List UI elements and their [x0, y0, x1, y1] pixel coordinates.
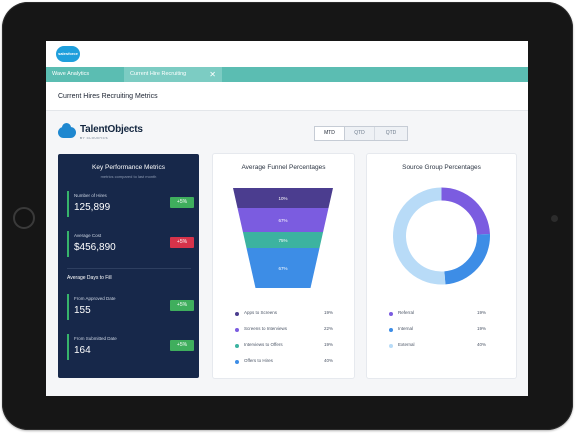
funnel-card: Average Funnel Percentages 10% 67% 75% 67% …: [213, 154, 354, 378]
legend-dot: [235, 327, 239, 332]
donut-slice[interactable]: [441, 187, 490, 235]
metric-number-of-hires: Number of Hires 125,899 +5%: [67, 190, 194, 220]
metric-value: 125,899: [74, 202, 111, 213]
tab-label: Current Hire Recruiting: [130, 71, 187, 77]
legend-dot: [235, 311, 239, 316]
metric-indicator: [67, 231, 69, 257]
top-bar: salesforce: [46, 41, 528, 67]
metric-label: Average Cost: [74, 233, 102, 238]
period-qtd-button[interactable]: QTD: [345, 127, 375, 140]
kpi-panel: Key Performance Metrics metrics compared…: [58, 154, 199, 378]
metric-label: Number of Hires: [74, 193, 107, 198]
metric-value: 164: [74, 345, 91, 356]
funnel-title: Average Funnel Percentages: [241, 164, 326, 171]
funnel-segment-label: 10%: [278, 196, 287, 201]
funnel-segment-label: 67%: [278, 218, 287, 223]
legend-item[interactable]: Screens to Interviews 22%: [213, 326, 354, 334]
kpi-title: Key Performance Metrics: [92, 164, 165, 171]
legend-label: External: [398, 342, 415, 347]
change-badge: +5%: [170, 237, 194, 248]
page-title: Current Hires Recruiting Metrics: [58, 93, 158, 100]
legend-item[interactable]: External 40%: [367, 342, 516, 350]
legend-label: Apps to Screens: [244, 310, 278, 315]
change-badge: +5%: [170, 340, 194, 351]
metric-from-submitted-date: From Submitted Date 164 +5%: [67, 333, 194, 363]
logo-text: salesforce: [58, 51, 78, 56]
metric-label: From Submitted Date: [74, 336, 117, 341]
page-header: Current Hires Recruiting Metrics: [46, 82, 528, 111]
donut-slice[interactable]: [393, 187, 446, 285]
metric-indicator: [67, 294, 69, 320]
legend-label: Referral: [398, 310, 415, 315]
brand-name: TalentObjects: [80, 124, 143, 135]
funnel-segment[interactable]: [242, 232, 324, 248]
period-toggle: MTD QTD QTD: [314, 126, 408, 141]
legend-value: 40%: [477, 342, 487, 347]
change-badge: +5%: [170, 197, 194, 208]
section-label: Average Days to Fill: [67, 275, 112, 281]
legend-label: Screens to Interviews: [244, 326, 288, 331]
metric-indicator: [67, 191, 69, 217]
legend-value: 19%: [477, 326, 487, 331]
source-card: Source Group Percentages Referral 19% Inte…: [367, 154, 516, 378]
legend-item[interactable]: Interviews to Offers 19%: [213, 342, 354, 350]
metric-label: From Approved Date: [74, 296, 116, 301]
brand-tagline: BY CLOUDYCS: [80, 136, 109, 140]
metric-value: 155: [74, 305, 91, 316]
salesforce-logo[interactable]: salesforce: [56, 43, 80, 62]
legend-dot: [389, 343, 393, 348]
funnel-segment-label: 75%: [278, 238, 287, 243]
legend-value: 19%: [324, 342, 334, 347]
funnel-segment[interactable]: [246, 248, 320, 288]
change-badge: +5%: [170, 300, 194, 311]
legend-label: Internal: [398, 326, 414, 331]
legend-value: 22%: [324, 326, 334, 331]
metric-average-cost: Average Cost $456,890 +5%: [67, 230, 194, 260]
donut-slice[interactable]: [444, 234, 490, 285]
legend-item[interactable]: Internal 19%: [367, 326, 516, 334]
legend-value: 19%: [324, 310, 334, 315]
legend-dot: [389, 311, 393, 316]
app-screen: salesforce Wave Analytics Current Hire R…: [46, 41, 528, 396]
home-button[interactable]: [13, 207, 35, 229]
legend-value: 40%: [324, 358, 334, 363]
period-qtd-button-2[interactable]: QTD: [385, 130, 397, 136]
tab-wave-analytics[interactable]: Wave Analytics: [46, 67, 124, 82]
funnel-segment[interactable]: [237, 208, 329, 232]
metric-from-approved-date: From Approved Date 155 +5%: [67, 293, 194, 323]
metric-value: $456,890: [74, 242, 116, 253]
legend-label: Interviews to Offers: [244, 342, 283, 347]
legend-dot: [235, 359, 239, 364]
legend-dot: [389, 327, 393, 332]
funnel-segment[interactable]: [233, 188, 333, 208]
tab-label: Wave Analytics: [52, 71, 90, 77]
legend-value: 19%: [477, 310, 487, 315]
kpi-subtitle: metrics compared to last month: [100, 174, 157, 179]
period-mtd-button[interactable]: MTD: [315, 127, 345, 140]
legend-item[interactable]: Referral 19%: [367, 310, 516, 318]
close-icon[interactable]: ✕: [209, 70, 216, 79]
divider: [67, 268, 191, 269]
legend-item[interactable]: Apps to Screens 19%: [213, 310, 354, 318]
tab-current-hire-recruiting[interactable]: Current Hire Recruiting ✕: [124, 67, 222, 82]
funnel-chart: 10% 67% 75% 67%: [233, 188, 333, 288]
legend-item[interactable]: Offers to Hires 40%: [213, 358, 354, 366]
legend-label: Offers to Hires: [244, 358, 273, 363]
funnel-segment-label: 67%: [278, 266, 287, 271]
camera-icon: [551, 215, 558, 222]
tab-bar: Wave Analytics Current Hire Recruiting ✕: [46, 67, 528, 82]
source-title: Source Group Percentages: [402, 164, 481, 171]
metric-indicator: [67, 334, 69, 360]
cloud-icon: [58, 123, 76, 138]
source-donut-chart: [393, 187, 490, 285]
legend-dot: [235, 343, 239, 348]
